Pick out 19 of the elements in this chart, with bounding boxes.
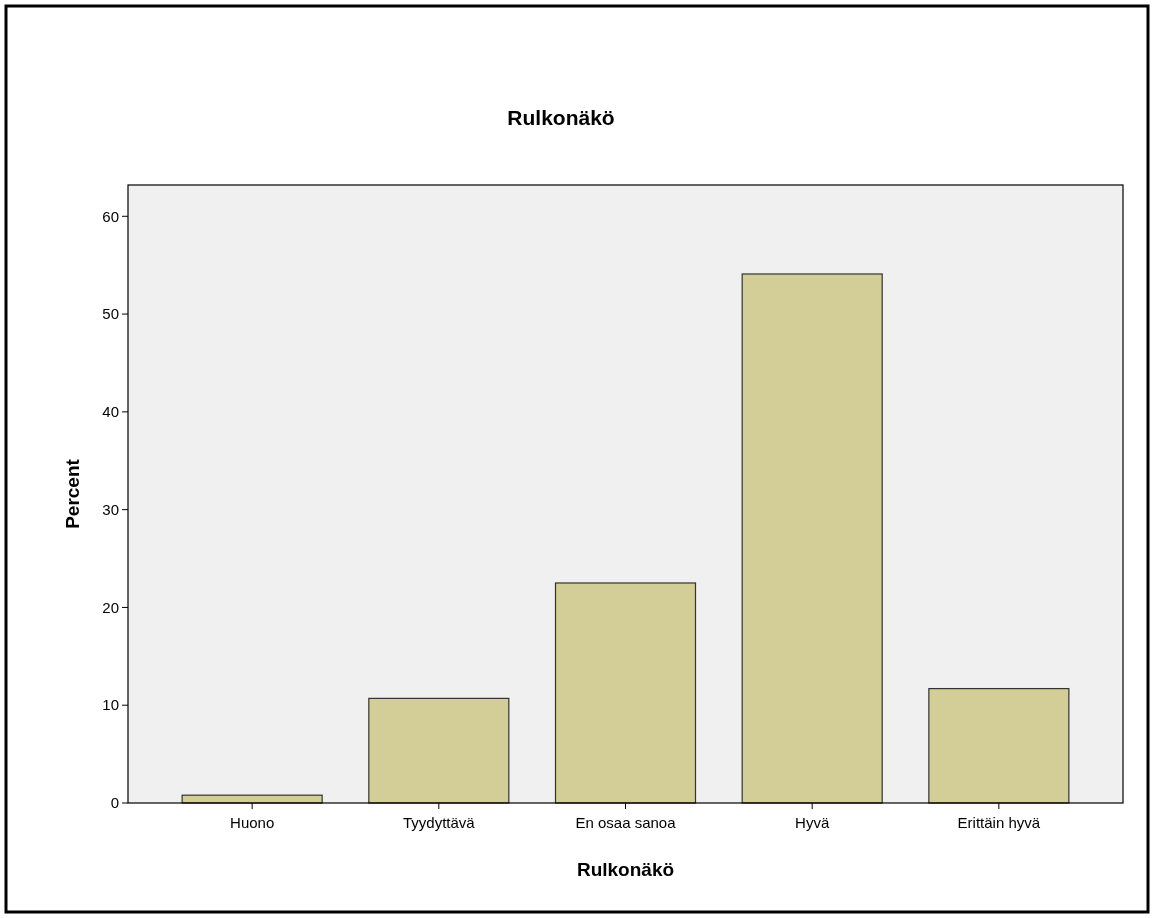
- x-tick-label: Erittäin hyvä: [957, 814, 1041, 831]
- y-axis-title: Percent: [62, 458, 83, 529]
- chart-title: Rulkonäkö: [507, 106, 615, 129]
- bar: [928, 687, 1070, 804]
- x-tick-label: En osaa sanoa: [575, 814, 677, 831]
- y-tick-label: 20: [102, 598, 119, 616]
- x-tick-label: Hyvä: [795, 814, 830, 831]
- y-tick-label: 40: [102, 403, 119, 421]
- y-tick-label: 30: [102, 500, 119, 518]
- bar: [741, 273, 883, 804]
- bar: [554, 582, 697, 804]
- x-axis-title: Rulkonäkö: [576, 859, 675, 880]
- x-tick-label: Huono: [230, 814, 275, 831]
- x-tick-label: Tyydyttävä: [402, 814, 476, 831]
- y-tick-label: 10: [102, 696, 119, 714]
- bar: [368, 697, 510, 804]
- y-tick-label: 0: [110, 794, 119, 812]
- y-tick-label: 50: [102, 305, 119, 323]
- y-tick-label: 60: [102, 207, 119, 225]
